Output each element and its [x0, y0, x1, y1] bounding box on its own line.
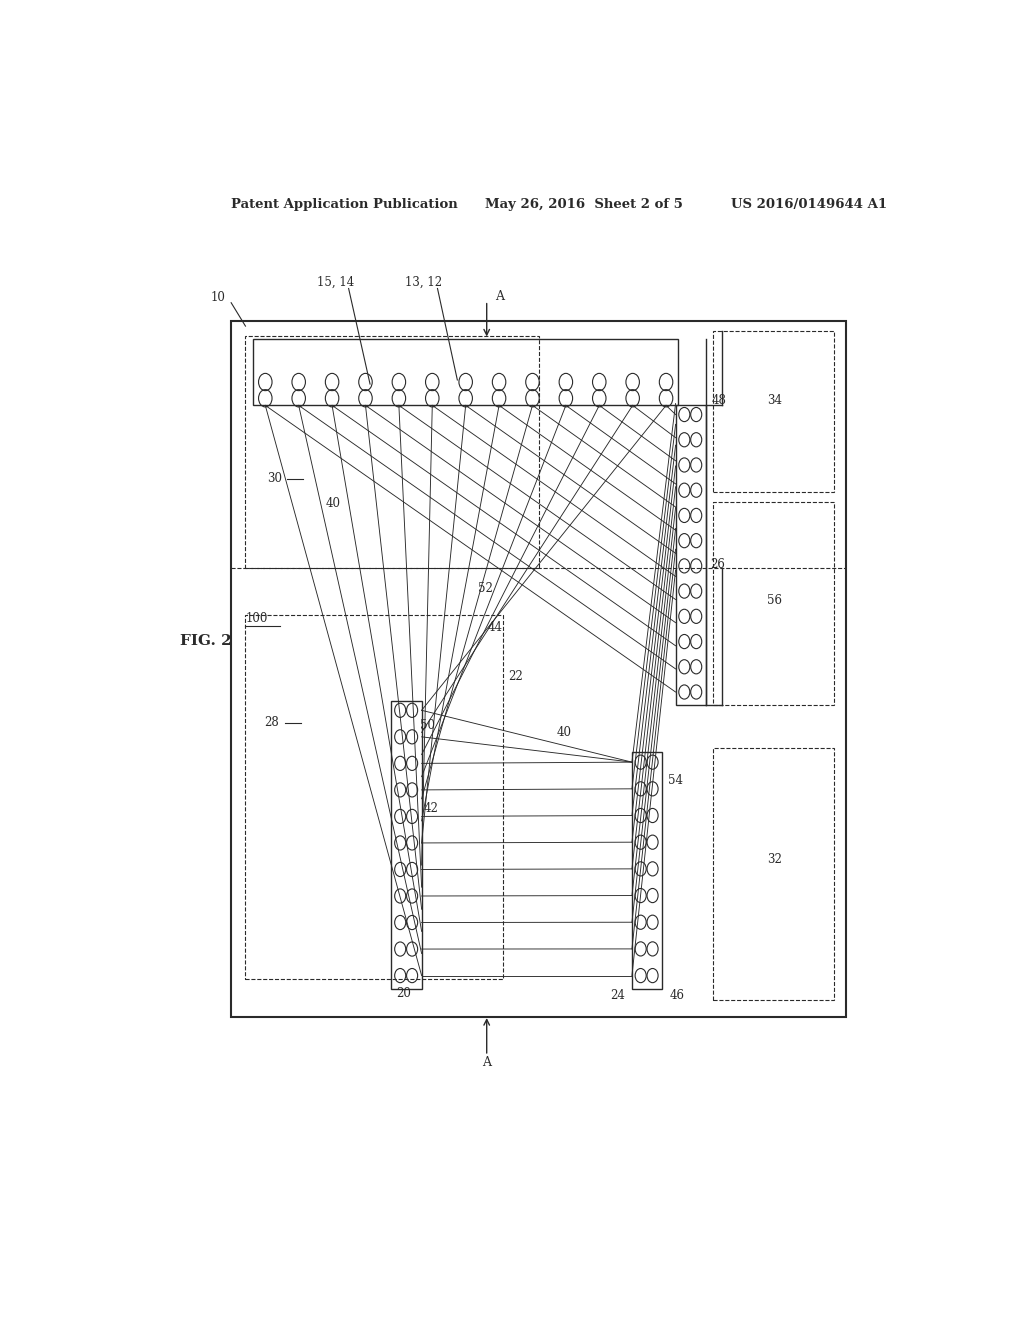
- Bar: [632, 752, 663, 989]
- Bar: [246, 337, 539, 568]
- Text: May 26, 2016  Sheet 2 of 5: May 26, 2016 Sheet 2 of 5: [485, 198, 683, 211]
- Bar: [713, 748, 834, 1001]
- Text: 28: 28: [264, 715, 279, 729]
- Text: 54: 54: [668, 774, 683, 787]
- Text: 15, 14: 15, 14: [317, 276, 354, 289]
- Text: 42: 42: [424, 803, 438, 816]
- Text: US 2016/0149644 A1: US 2016/0149644 A1: [731, 198, 887, 211]
- Text: 30: 30: [267, 473, 283, 484]
- Text: 50: 50: [420, 719, 434, 733]
- Text: 26: 26: [711, 558, 725, 572]
- Bar: [713, 331, 834, 492]
- Text: 44: 44: [488, 622, 503, 635]
- Bar: [676, 405, 706, 705]
- Text: FIG. 2: FIG. 2: [179, 634, 231, 648]
- Text: 56: 56: [767, 594, 782, 607]
- Text: 100: 100: [246, 612, 268, 624]
- Text: 22: 22: [508, 671, 522, 684]
- Bar: [231, 321, 846, 1018]
- Text: A: A: [495, 290, 504, 304]
- Text: 46: 46: [670, 990, 685, 1002]
- Text: 40: 40: [557, 726, 572, 739]
- Text: Patent Application Publication: Patent Application Publication: [231, 198, 458, 211]
- Bar: [253, 339, 678, 405]
- Bar: [391, 701, 422, 989]
- Text: 10: 10: [210, 292, 225, 304]
- Text: 24: 24: [610, 990, 625, 1002]
- Text: 52: 52: [477, 582, 493, 595]
- Bar: [713, 502, 834, 705]
- Bar: [246, 615, 504, 978]
- Text: 34: 34: [767, 393, 782, 407]
- Text: 20: 20: [396, 987, 411, 1001]
- Text: A: A: [482, 1056, 492, 1069]
- Text: 48: 48: [712, 393, 727, 407]
- Text: 32: 32: [767, 853, 782, 866]
- Text: 40: 40: [326, 498, 340, 511]
- Text: 13, 12: 13, 12: [406, 276, 442, 289]
